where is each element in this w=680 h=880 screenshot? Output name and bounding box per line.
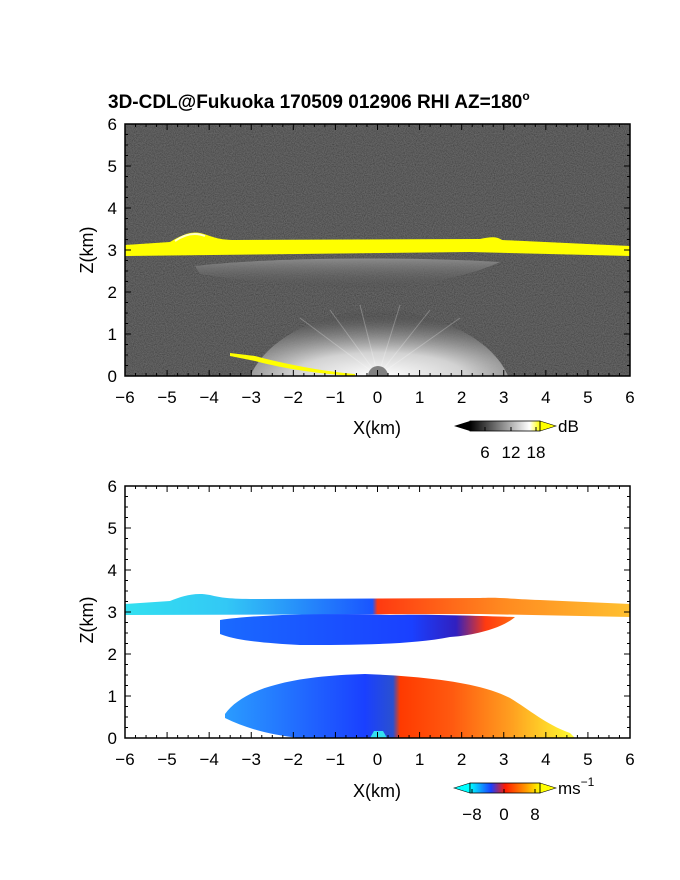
- y-tick-label: 0: [108, 367, 117, 386]
- x-tick-label: −6: [115, 750, 134, 769]
- y-tick-label: 1: [108, 325, 117, 344]
- x-tick-label: 3: [499, 750, 508, 769]
- colorbar-tick-label: 6: [480, 443, 489, 462]
- velocity-panel: −6 −5 −4 −3 −2 −1 0 1 2 3 4 5 6 0 1 2 3 4 5 6 X(km) Z(km) −…: [77, 477, 635, 824]
- x-tick-label: 2: [457, 388, 466, 407]
- x-tick-label: −5: [157, 388, 176, 407]
- reflectivity-near-ground-fan: [250, 306, 508, 376]
- x-tick-label: −4: [199, 388, 218, 407]
- velocity-upper-layer: [125, 593, 630, 617]
- velocity-xlabel: X(km): [353, 781, 401, 801]
- figure-title: 3D-CDL@Fukuoka 170509 012906 RHI AZ=180o: [108, 89, 530, 113]
- x-tick-label: 2: [457, 750, 466, 769]
- reflectivity-colorbar-upper-extend: [539, 420, 558, 432]
- velocity-ylabel: Z(km): [77, 597, 97, 644]
- y-tick-label: 0: [108, 729, 117, 748]
- y-tick-label: 2: [108, 645, 117, 664]
- x-tick-label: −1: [326, 750, 345, 769]
- x-tick-label: −2: [284, 750, 303, 769]
- y-tick-label: 3: [108, 603, 117, 622]
- colorbar-tick-label: 8: [530, 805, 539, 824]
- y-tick-label: 2: [108, 283, 117, 302]
- velocity-axes: −6 −5 −4 −3 −2 −1 0 1 2 3 4 5 6 0 1 2 3 4 5 6: [108, 477, 635, 769]
- x-tick-label: 5: [583, 388, 592, 407]
- reflectivity-colorbar-frame: [469, 420, 541, 432]
- y-tick-label: 4: [108, 561, 117, 580]
- velocity-colorbar-lower-extend: [452, 782, 471, 794]
- velocity-colorbar-frame: [469, 782, 541, 794]
- velocity-radar-site: [370, 731, 387, 738]
- velocity-colorbar-upper-extend: [539, 782, 558, 794]
- reflectivity-bright-band: [125, 232, 630, 256]
- velocity-middle-layer: [220, 614, 515, 645]
- y-tick-label: 6: [108, 477, 117, 496]
- velocity-colorbar-ramp: [470, 783, 540, 793]
- reflectivity-ylabel: Z(km): [77, 227, 97, 274]
- reflectivity-bright-band-edge: [174, 232, 206, 242]
- x-tick-label: 6: [625, 388, 634, 407]
- reflectivity-colorbar-lower-extend: [454, 421, 470, 431]
- x-tick-label: −5: [157, 750, 176, 769]
- x-tick-label: −1: [326, 388, 345, 407]
- x-tick-label: 1: [415, 750, 424, 769]
- reflectivity-colorbar: 6 12 18 dB: [454, 417, 579, 462]
- reflectivity-ground-clutter: [230, 353, 355, 376]
- x-tick-label: 5: [583, 750, 592, 769]
- x-tick-label: 6: [625, 750, 634, 769]
- x-tick-label: 4: [541, 750, 550, 769]
- y-tick-label: 4: [108, 199, 117, 218]
- velocity-colorbar: −8 0 8 ms−1: [452, 775, 595, 824]
- y-tick-label: 5: [108, 519, 117, 538]
- x-tick-label: 4: [541, 388, 550, 407]
- x-tick-label: 1: [415, 388, 424, 407]
- velocity-colorbar-unit: ms−1: [558, 775, 595, 798]
- y-tick-label: 5: [108, 157, 117, 176]
- x-tick-label: −3: [242, 750, 261, 769]
- colorbar-tick-label: 0: [499, 805, 508, 824]
- reflectivity-colorbar-ramp: [470, 421, 540, 431]
- velocity-lower-layer: [225, 674, 575, 738]
- x-tick-label: −6: [115, 388, 134, 407]
- y-tick-label: 3: [108, 241, 117, 260]
- reflectivity-fan-rays: [299, 304, 461, 377]
- x-tick-label: −4: [199, 750, 218, 769]
- x-tick-label: −2: [284, 388, 303, 407]
- reflectivity-colorbar-ticks: 6 12 18: [480, 427, 545, 462]
- reflectivity-axes: −6 −5 −4 −3 −2 −1 0 1 2 3 4 5 6 0 1 2 3 4 5 6: [108, 115, 635, 407]
- reflectivity-colorbar-unit: dB: [558, 417, 579, 436]
- reflectivity-haze-layer: [195, 258, 500, 288]
- x-tick-label: 0: [373, 388, 382, 407]
- x-tick-label: 3: [499, 388, 508, 407]
- x-tick-label: −3: [242, 388, 261, 407]
- velocity-colorbar-ticks: −8 0 8: [462, 789, 540, 824]
- colorbar-tick-label: 12: [502, 443, 521, 462]
- y-tick-label: 6: [108, 115, 117, 134]
- x-tick-label: 0: [373, 750, 382, 769]
- reflectivity-xlabel: X(km): [353, 418, 401, 438]
- colorbar-tick-label: 18: [527, 443, 546, 462]
- colorbar-tick-label: −8: [462, 805, 481, 824]
- y-tick-label: 1: [108, 687, 117, 706]
